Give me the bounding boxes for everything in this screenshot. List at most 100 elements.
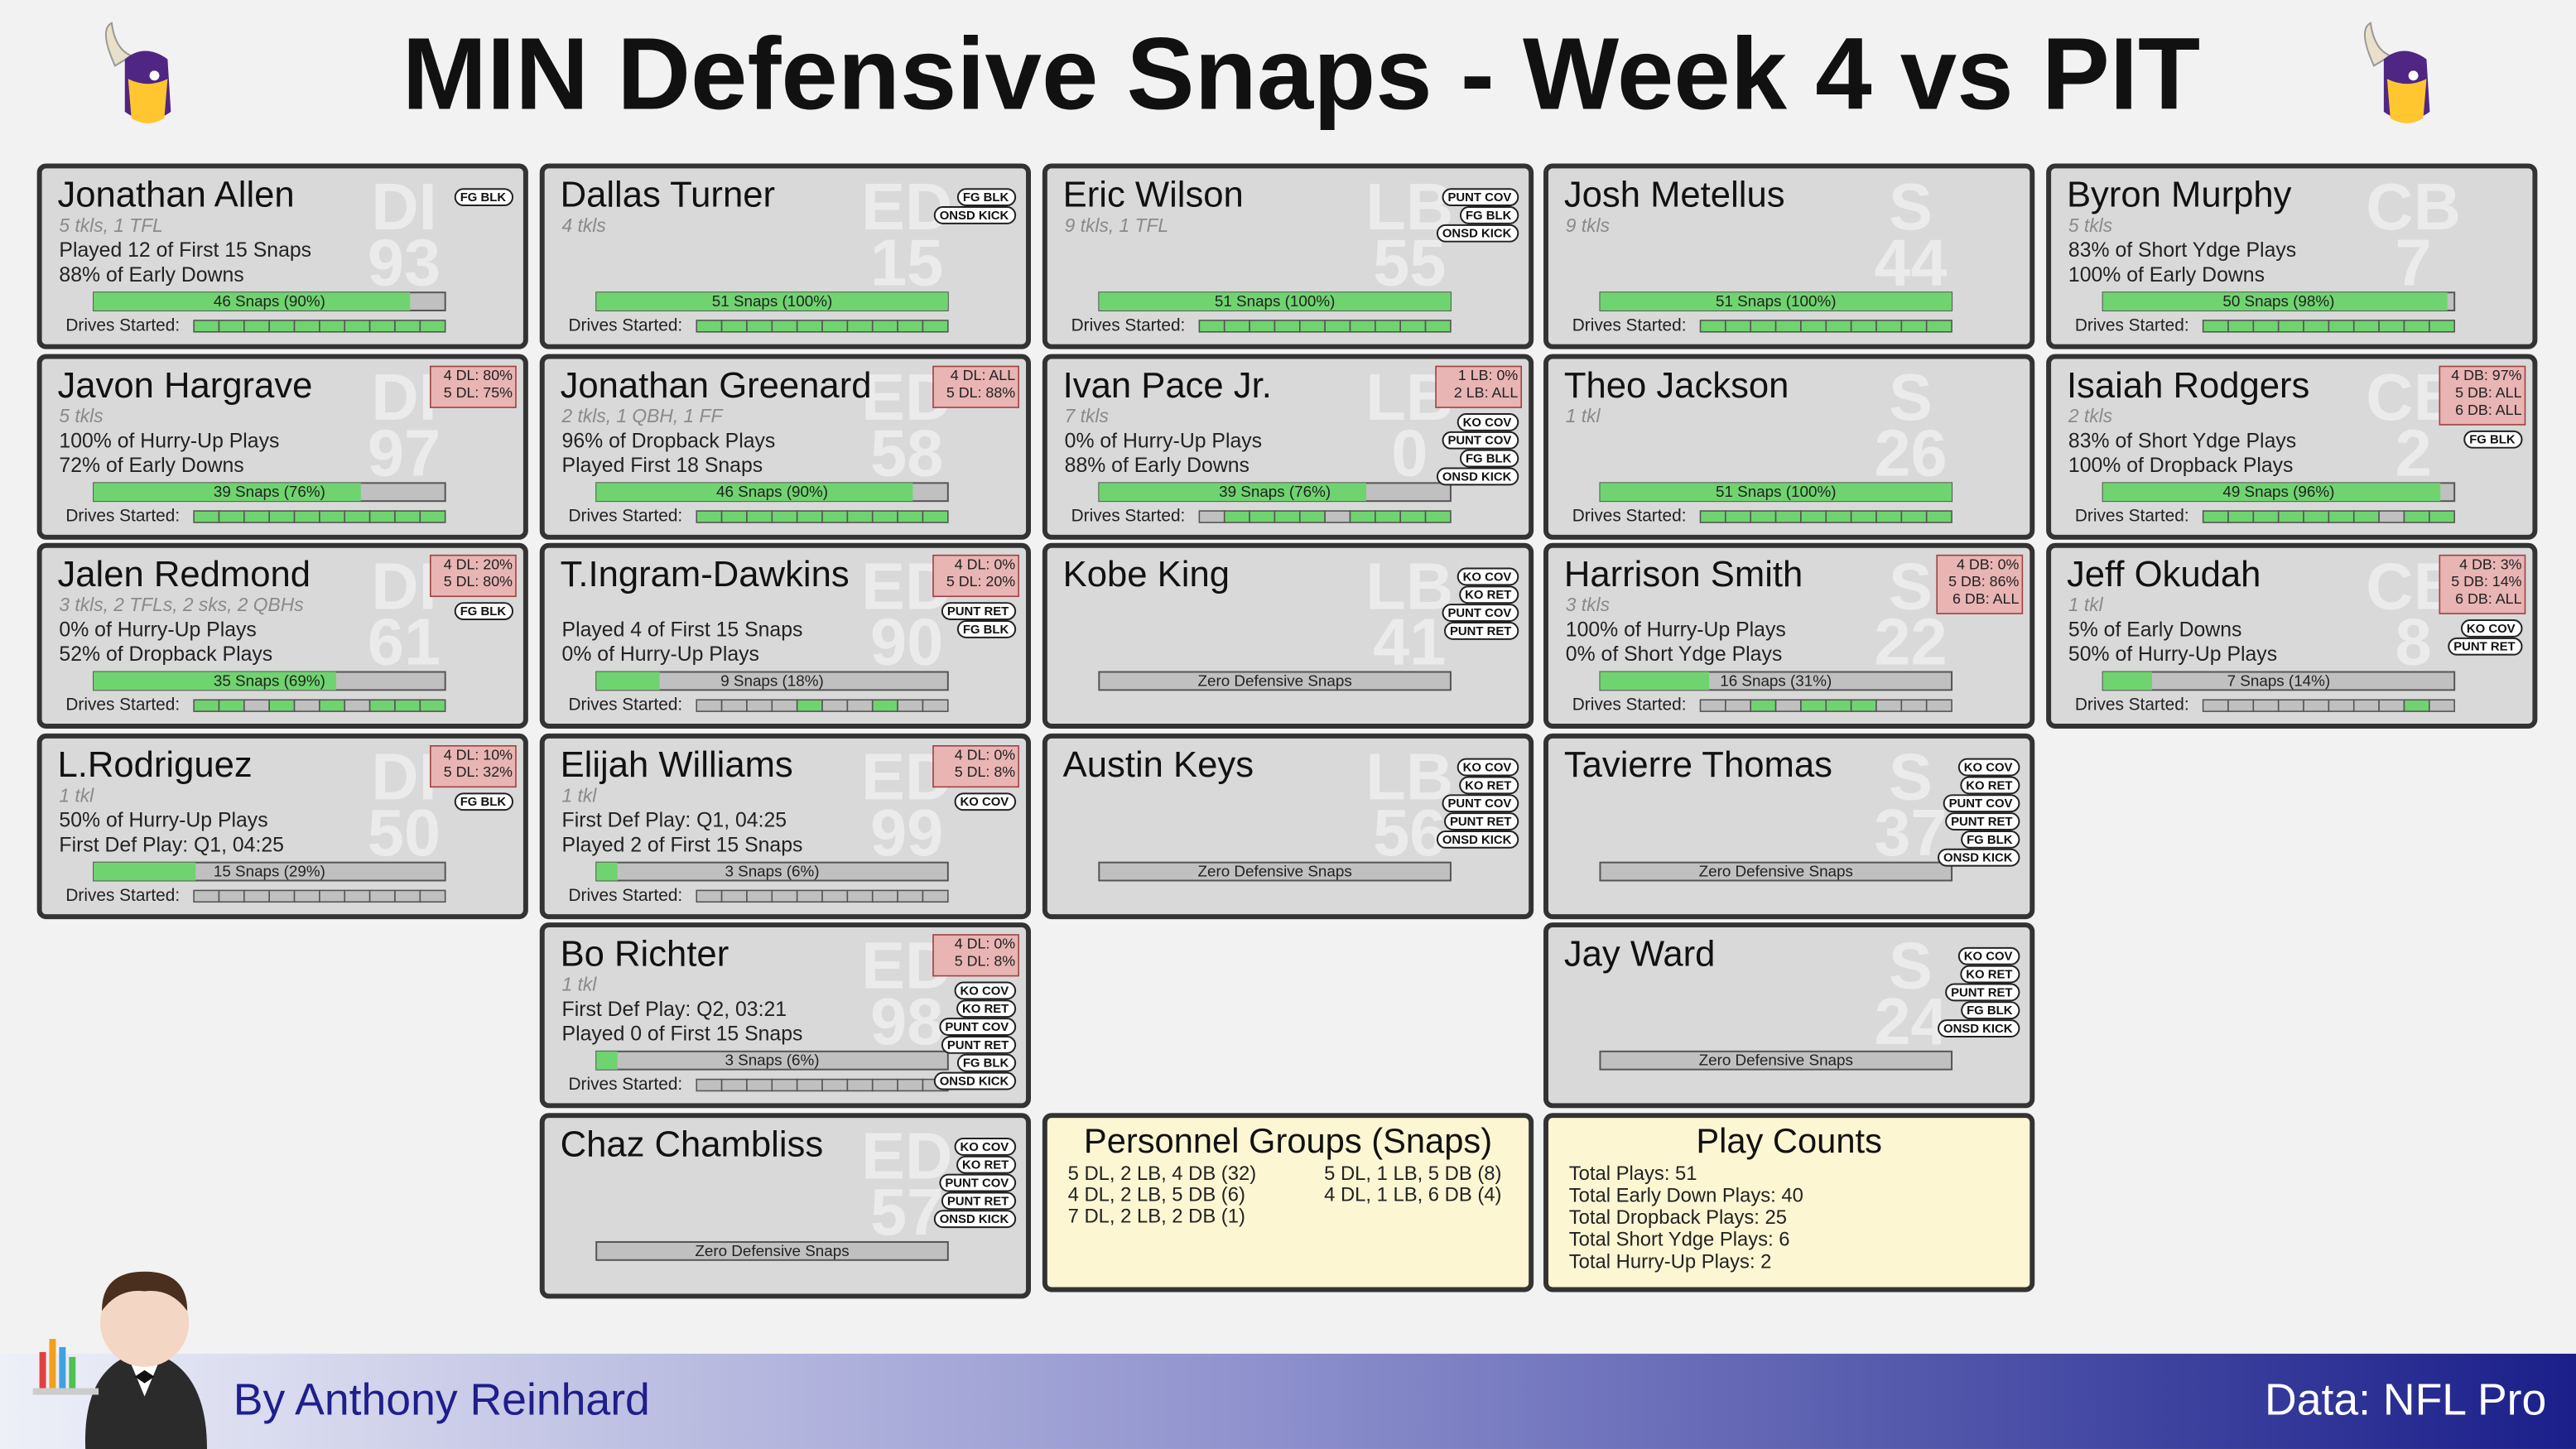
- split-line: 6 DB: ALL: [1952, 590, 2019, 607]
- stat-summary: 2 tkls, 1 QBH, 1 FF: [561, 405, 724, 426]
- drive-segment: [1298, 320, 1326, 333]
- tag-pill: [933, 1071, 1017, 1090]
- tag-pill: [933, 1210, 1017, 1229]
- drive-segment: [1800, 320, 1827, 333]
- drive-segment: [1875, 320, 1903, 333]
- drive-segment: [746, 1078, 773, 1092]
- drives-label: Drives Started:: [1572, 315, 1687, 335]
- split-box: [932, 365, 1019, 408]
- drive-segment: [1800, 699, 1827, 712]
- tag-pill: [956, 188, 1017, 207]
- split-line: 5 DB: 86%: [1948, 573, 2019, 590]
- personnel-group: 4 DL, 2 LB, 5 DB (6): [1068, 1184, 1245, 1206]
- special-teams-tag: FG BLK: [460, 605, 507, 619]
- split-line: 5 DB: 14%: [2451, 573, 2521, 590]
- drive-segment: [2252, 699, 2280, 712]
- player-name: Bo Richter: [561, 933, 729, 974]
- drive-segment: [2227, 320, 2255, 333]
- position-watermark: DI: [371, 360, 436, 434]
- play-counts-title: Play Counts: [1696, 1121, 1882, 1160]
- number-watermark: 58: [870, 416, 943, 490]
- special-teams-tag: KO RET: [1465, 589, 1511, 602]
- stat-line: 5% of Early Downs: [2068, 619, 2241, 641]
- stat-line: Played 2 of First 15 Snaps: [562, 834, 803, 856]
- position-watermark: S: [1889, 929, 1933, 1003]
- stat-line: 52% of Dropback Plays: [59, 643, 272, 666]
- drive-segment: [821, 320, 849, 333]
- snap-bar-fill: [2102, 292, 2448, 311]
- drive-segment: [2378, 510, 2405, 523]
- drive-segment: [1725, 320, 1752, 333]
- drive-segment: [1900, 699, 1928, 712]
- special-teams-tag: KO COV: [961, 796, 1009, 809]
- drive-segment: [1324, 510, 1351, 523]
- drive-segment: [720, 510, 748, 523]
- special-teams-tag: KO RET: [962, 1159, 1009, 1172]
- drive-segment: [871, 320, 898, 333]
- player-name: Jonathan Allen: [57, 175, 294, 215]
- drive-segment: [218, 510, 245, 523]
- split-line: 4 DL: 0%: [955, 746, 1016, 763]
- drive-segment: [1750, 699, 1777, 712]
- drive-segment: [720, 1078, 748, 1092]
- split-line: 5 DL: 75%: [444, 384, 513, 401]
- stat-line: 100% of Early Downs: [2068, 264, 2265, 286]
- drive-segment: [293, 699, 320, 712]
- drive-segment: [1825, 510, 1852, 523]
- split-box: [932, 934, 1019, 977]
- position-watermark: DI: [371, 170, 436, 243]
- special-teams-tag: FG BLK: [460, 191, 507, 205]
- special-teams-tag: KO RET: [962, 1003, 1009, 1016]
- tag-pill: [1442, 188, 1519, 207]
- snap-bar-fill: [1600, 483, 1952, 502]
- drive-segment: [2252, 510, 2280, 523]
- drive-segment: [1349, 510, 1376, 523]
- special-teams-tag: KO RET: [1465, 779, 1511, 792]
- number-watermark: 15: [870, 225, 943, 299]
- tag-pill: [956, 1155, 1017, 1174]
- drive-segment: [2352, 510, 2380, 523]
- number-watermark: 98: [870, 984, 943, 1058]
- drive-segment: [796, 699, 823, 712]
- drives-label: Drives Started:: [2075, 315, 2189, 335]
- special-teams-tag: FG BLK: [1967, 834, 2013, 847]
- number-watermark: 99: [870, 796, 943, 869]
- number-watermark: 44: [1874, 225, 1947, 299]
- drives-label: Drives Started:: [568, 886, 682, 905]
- play-count-line: Total Short Ydge Plays: 6: [1569, 1229, 1790, 1251]
- stat-summary: 3 tkls, 2 TFLs, 2 sks, 2 QBHs: [59, 594, 303, 615]
- drive-segment: [368, 510, 396, 523]
- position-watermark: S: [1889, 549, 1933, 623]
- drive-segment: [1875, 510, 1903, 523]
- drive-segment: [897, 889, 924, 903]
- drive-segment: [243, 320, 270, 333]
- drive-segment: [1774, 510, 1802, 523]
- drive-segment: [344, 889, 371, 903]
- player-name: Elijah Williams: [561, 744, 793, 785]
- number-watermark: 50: [368, 796, 441, 869]
- tag-pill: [954, 981, 1017, 1000]
- drive-segment: [268, 510, 296, 523]
- drive-segment: [922, 320, 949, 333]
- snap-label: 35 Snaps (69%): [214, 672, 325, 689]
- drive-segment: [922, 510, 949, 523]
- drives-label: Drives Started:: [1572, 507, 1687, 526]
- number-watermark: 7: [2395, 225, 2432, 299]
- drive-segment: [1424, 320, 1452, 333]
- position-watermark: DI: [371, 739, 436, 813]
- drive-segment: [1925, 320, 1952, 333]
- special-teams-tag: FG BLK: [2469, 434, 2516, 447]
- drive-segment: [846, 889, 874, 903]
- snap-bar-track: [1098, 861, 1452, 882]
- drive-segment: [846, 1078, 874, 1092]
- split-line: 5 DL: 32%: [444, 763, 513, 780]
- drive-segment: [771, 889, 798, 903]
- tag-pill: [454, 792, 514, 811]
- drive-segment: [1725, 510, 1752, 523]
- drive-segment: [771, 320, 798, 333]
- drive-segment: [243, 889, 270, 903]
- drive-segment: [720, 889, 748, 903]
